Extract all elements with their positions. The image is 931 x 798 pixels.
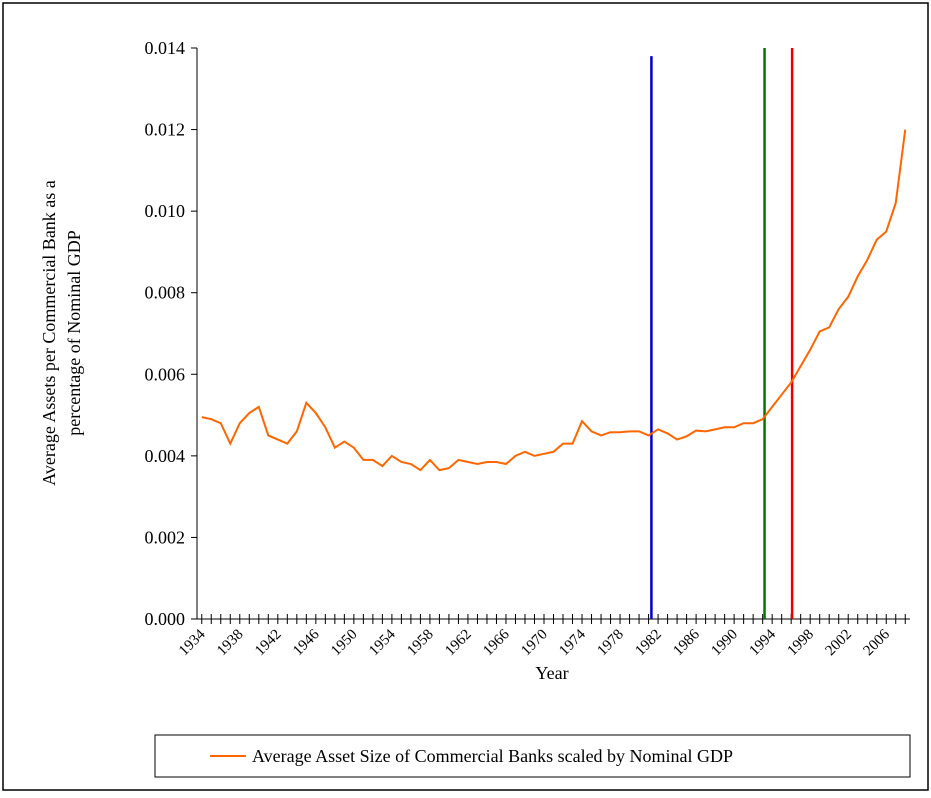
y-axis-label: Average Assets per Commercial Bank as a <box>39 180 59 486</box>
x-axis-label: Year <box>535 663 568 683</box>
y-tick-label: 0.000 <box>145 609 186 629</box>
y-axis-label: percentage of Nominal GDP <box>64 230 84 435</box>
y-tick-label: 0.006 <box>145 364 186 384</box>
y-tick-label: 0.004 <box>145 446 186 466</box>
y-tick-label: 0.010 <box>145 201 186 221</box>
legend-box <box>154 734 911 778</box>
y-tick-label: 0.008 <box>145 283 186 303</box>
y-tick-label: 0.002 <box>145 527 186 547</box>
legend-label: Average Asset Size of Commercial Banks s… <box>252 746 733 766</box>
data-line <box>201 129 907 472</box>
y-tick-label: 0.014 <box>145 38 186 58</box>
y-tick-label: 0.012 <box>145 120 186 140</box>
